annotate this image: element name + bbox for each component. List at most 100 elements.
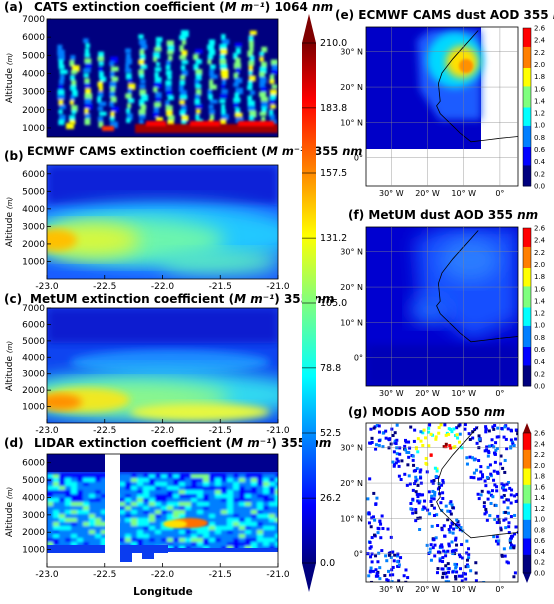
modis-pixel bbox=[451, 570, 455, 574]
modis-pixel bbox=[450, 549, 454, 553]
modis-pixel bbox=[512, 575, 516, 579]
panel-f-colorbar-segment bbox=[523, 322, 531, 326]
panel-a-heatmap bbox=[47, 19, 278, 137]
panel-f-colorbar-segment bbox=[523, 375, 531, 379]
panel-e-colorbar-label: 2.6 bbox=[534, 25, 546, 33]
modis-pixel bbox=[479, 493, 483, 497]
panel-f-colorbar-label: 0.8 bbox=[534, 334, 545, 342]
modis-pixel bbox=[440, 483, 444, 487]
panel-g-colorbar-segment bbox=[523, 477, 531, 481]
modis-pixel bbox=[484, 507, 488, 511]
modis-pixel bbox=[421, 493, 425, 497]
panel-g-colorbar-label: 0.6 bbox=[534, 537, 546, 545]
panel-g-colorbar-segment bbox=[523, 500, 531, 504]
modis-pixel bbox=[409, 501, 413, 505]
panel-e-colorbar-segment bbox=[523, 83, 531, 87]
panel-e-colorbar-segment bbox=[523, 130, 531, 134]
modis-pixel bbox=[446, 509, 450, 513]
panel-b-ytick-label: 3000 bbox=[22, 222, 45, 232]
modis-pixel bbox=[411, 511, 415, 515]
panel-f-colorbar-label: 1.0 bbox=[534, 322, 545, 330]
modis-pixel bbox=[477, 434, 481, 438]
panel-c: (c) MetUM extinction coefficient (M m⁻¹)… bbox=[4, 292, 334, 436]
panel-e-colorbar-segment bbox=[523, 51, 531, 55]
modis-pixel bbox=[514, 525, 518, 529]
panel-f-colorbar-segment bbox=[523, 296, 531, 300]
modis-pixel bbox=[370, 560, 374, 564]
modis-pixel bbox=[488, 514, 492, 518]
panel-f-colorbar-segment bbox=[523, 233, 531, 237]
modis-pixel bbox=[500, 495, 504, 499]
modis-pixel bbox=[441, 556, 445, 560]
modis-pixel bbox=[377, 439, 381, 443]
modis-pixel bbox=[509, 501, 513, 505]
modis-pixel bbox=[499, 526, 503, 530]
modis-pixel bbox=[393, 439, 397, 443]
modis-pixel bbox=[474, 561, 478, 565]
panel-e-colorbar-segment bbox=[523, 109, 531, 113]
modis-pixel bbox=[457, 574, 461, 578]
modis-pixel bbox=[429, 453, 433, 457]
panel-g-colorbar-segment bbox=[523, 493, 531, 497]
modis-pixel bbox=[470, 456, 474, 460]
modis-pixel bbox=[447, 567, 451, 571]
modis-pixel bbox=[484, 510, 488, 514]
panel-f-colorbar-segment bbox=[523, 349, 531, 353]
modis-pixel bbox=[403, 472, 407, 476]
panel-g-colorbar-segment bbox=[523, 521, 531, 525]
modis-pixel bbox=[495, 435, 499, 439]
modis-pixel bbox=[509, 493, 513, 497]
modis-pixel bbox=[419, 430, 423, 434]
modis-pixel bbox=[414, 469, 418, 473]
colorbar-tick-label: 26.2 bbox=[320, 493, 341, 504]
panel-e-colorbar-segment bbox=[523, 122, 531, 126]
panel-e-colorbar-segment bbox=[523, 75, 531, 79]
panel-c-xtick-label: -22.0 bbox=[151, 426, 175, 436]
modis-pixel bbox=[511, 442, 515, 446]
modis-pixel bbox=[398, 452, 402, 456]
panel-g-colorbar-segment bbox=[523, 517, 531, 520]
panel-b-xtick-label: -23.0 bbox=[35, 282, 59, 292]
modis-pixel bbox=[447, 544, 451, 548]
modis-pixel bbox=[386, 527, 390, 531]
panel-e-colorbar-segment bbox=[523, 146, 531, 150]
modis-pixel bbox=[467, 552, 471, 556]
modis-pixel bbox=[399, 477, 403, 481]
panel-f-colorbar-segment bbox=[523, 238, 531, 242]
panel-g-colorbar-segment bbox=[523, 531, 531, 534]
panel-f-title: MetUM dust AOD 355 bbox=[368, 208, 513, 222]
panel-g-colorbar-segment bbox=[523, 503, 531, 506]
panel-e-colorbar-segment bbox=[523, 175, 531, 179]
modis-pixel bbox=[435, 513, 439, 517]
modis-pixel bbox=[421, 431, 425, 435]
modis-pixel bbox=[465, 462, 469, 466]
modis-pixel bbox=[484, 427, 488, 431]
modis-pixel bbox=[442, 549, 446, 553]
modis-pixel bbox=[377, 443, 381, 447]
panel-f: (f) MetUM dust AOD 355 nm 30° W 20° W 10° … bbox=[340, 208, 545, 398]
panel-e-colorbar-label: 0.4 bbox=[534, 158, 546, 166]
modis-pixel bbox=[504, 437, 508, 441]
modis-pixel bbox=[387, 438, 391, 442]
modis-pixel bbox=[448, 501, 452, 505]
panel-f-colorbar-segment bbox=[523, 272, 531, 276]
modis-pixel bbox=[414, 447, 418, 451]
panel-e-colorbar-segment bbox=[523, 59, 531, 63]
panel-f-colorbar-segment bbox=[523, 235, 531, 240]
modis-pixel bbox=[455, 563, 459, 567]
svg-text:MetUM extinction coefficient (: MetUM extinction coefficient (M m⁻¹) 355… bbox=[30, 292, 334, 306]
modis-pixel bbox=[465, 563, 469, 567]
modis-pixel bbox=[384, 436, 388, 440]
modis-pixel bbox=[433, 466, 437, 470]
panel-f-colorbar-segment bbox=[523, 383, 531, 387]
panel-d-ytick-label: 3000 bbox=[22, 511, 45, 521]
modis-pixel bbox=[366, 497, 370, 501]
modis-pixel bbox=[369, 525, 373, 529]
modis-pixel bbox=[427, 430, 431, 434]
modis-pixel bbox=[391, 565, 395, 569]
panel-a-title-tail: ) 1064 bbox=[265, 0, 308, 14]
svg-text:Altitude (m): Altitude (m) bbox=[5, 53, 15, 104]
panel-e-colorbar-label: 0.6 bbox=[534, 146, 546, 154]
panel-g-colorbar-segment bbox=[523, 533, 531, 537]
panel-e-lon-label: 10° W bbox=[451, 189, 476, 198]
